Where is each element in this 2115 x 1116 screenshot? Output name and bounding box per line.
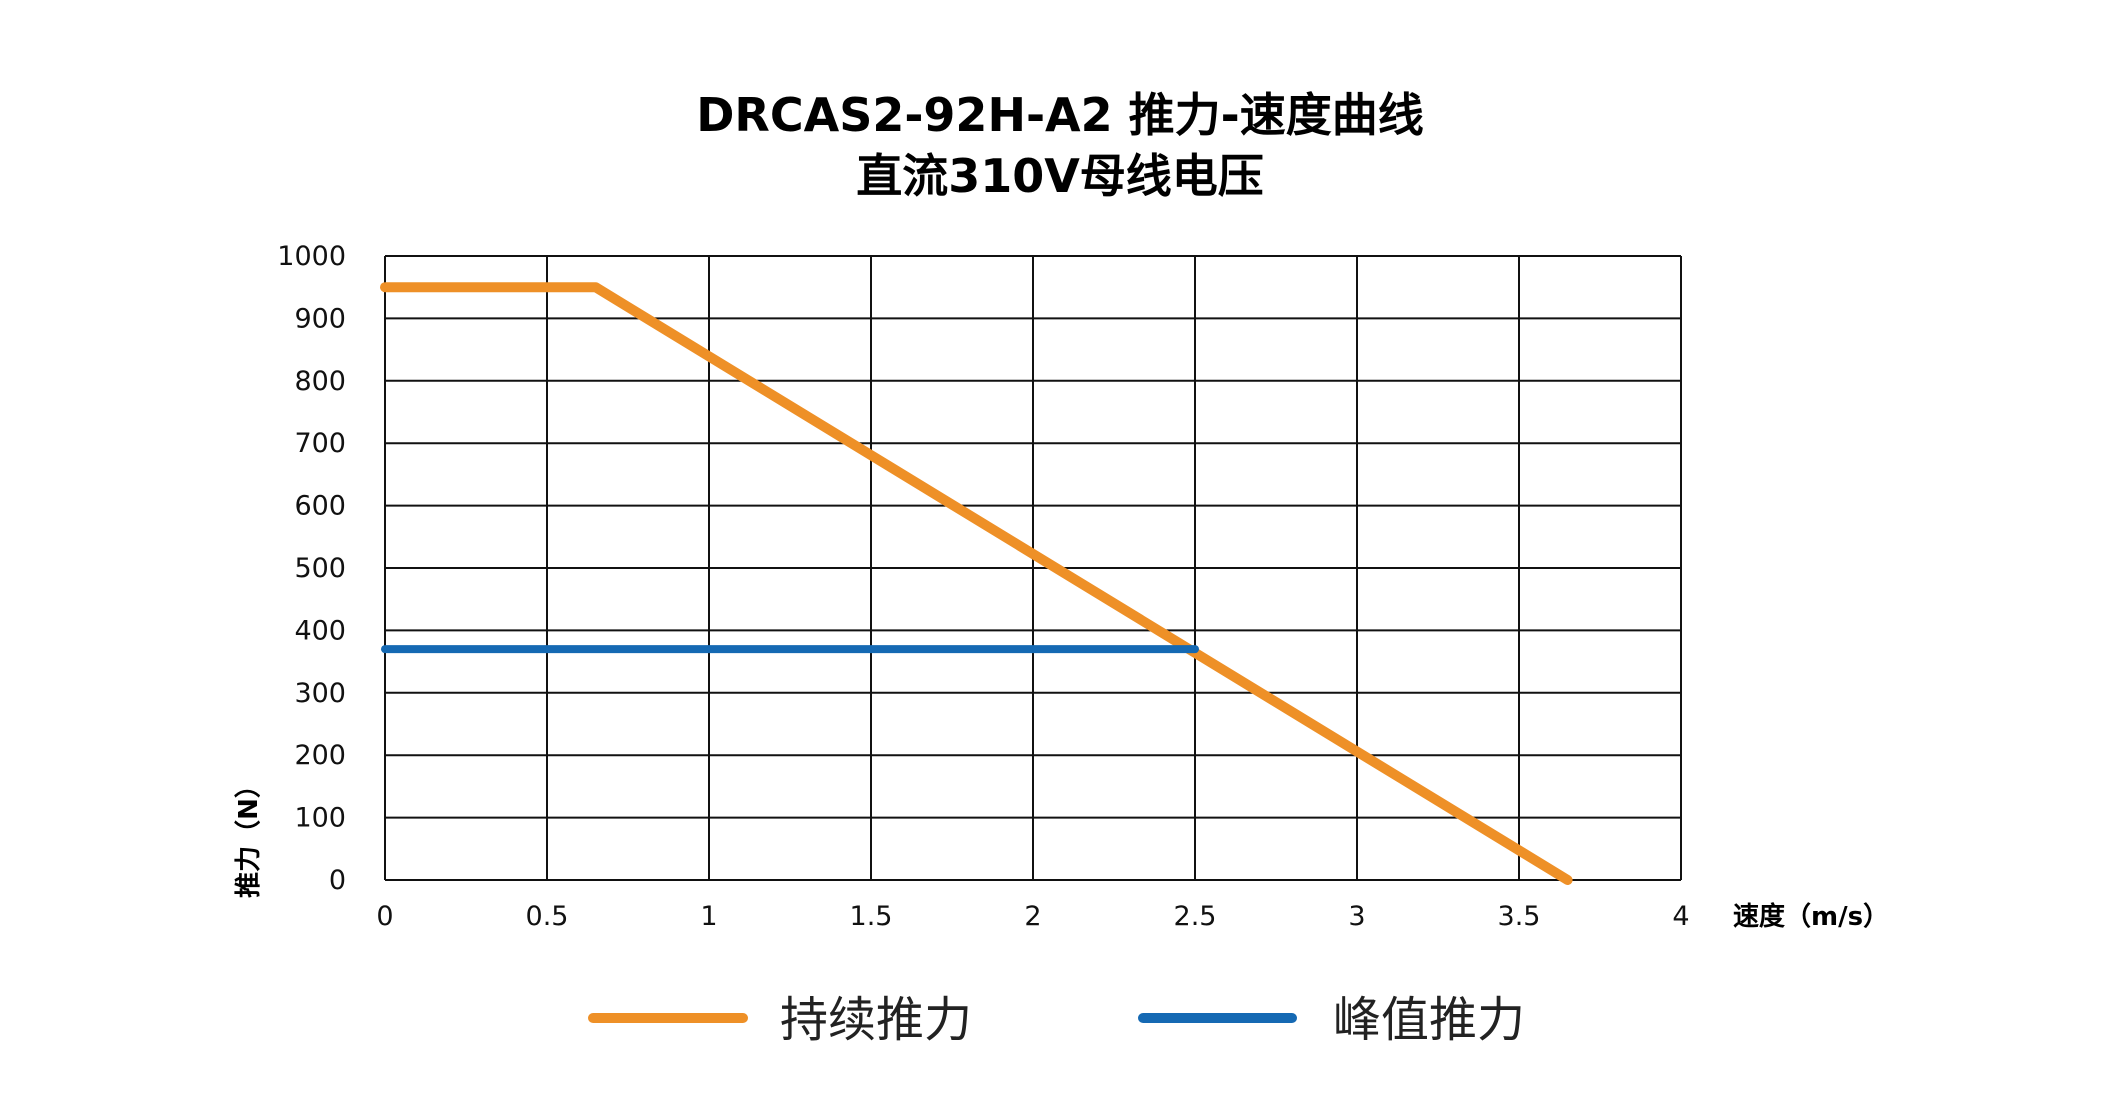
x-tick-label: 2.5 bbox=[1174, 901, 1217, 932]
x-tick-label: 1 bbox=[700, 901, 717, 932]
chart-subtitle: 直流310V母线电压 bbox=[856, 149, 1264, 203]
x-tick-label: 3.5 bbox=[1498, 901, 1541, 932]
grid bbox=[384, 255, 1682, 881]
y-tick-label: 0 bbox=[329, 865, 346, 896]
legend-label: 峰值推力 bbox=[1333, 992, 1525, 1048]
legend: 持续推力 峰值推力 bbox=[588, 992, 1525, 1048]
series-lines bbox=[380, 282, 1573, 885]
x-tick-label: 2 bbox=[1024, 901, 1041, 932]
x-tick-label: 4 bbox=[1672, 901, 1689, 932]
y-tick-label: 200 bbox=[294, 740, 346, 771]
y-tick-label: 500 bbox=[294, 553, 346, 584]
y-tick-label: 400 bbox=[294, 615, 346, 646]
y-tick-label: 100 bbox=[294, 803, 346, 834]
x-axis-label: 速度（m/s） bbox=[1733, 901, 1889, 932]
series-line-continuous-thrust bbox=[380, 282, 1573, 885]
x-tick-label: 0 bbox=[376, 901, 393, 932]
legend-label: 持续推力 bbox=[780, 992, 972, 1048]
y-tick-label: 300 bbox=[294, 678, 346, 709]
x-axis-ticks: 0 0.5 1 1.5 2 2.5 3 3.5 4 bbox=[376, 901, 1689, 932]
y-tick-label: 600 bbox=[294, 491, 346, 522]
y-tick-label: 1000 bbox=[277, 241, 346, 272]
x-tick-label: 1.5 bbox=[850, 901, 893, 932]
x-tick-label: 3 bbox=[1348, 901, 1365, 932]
x-tick-label: 0.5 bbox=[526, 901, 569, 932]
y-axis-label: 推力（N） bbox=[234, 772, 264, 898]
y-tick-label: 800 bbox=[294, 366, 346, 397]
y-tick-label: 900 bbox=[294, 303, 346, 334]
y-tick-label: 700 bbox=[294, 428, 346, 459]
y-axis-ticks: 0 100 200 300 400 500 600 700 800 900 1000 bbox=[277, 241, 346, 896]
chart-title: DRCAS2-92H-A2 推力-速度曲线 bbox=[696, 88, 1424, 142]
